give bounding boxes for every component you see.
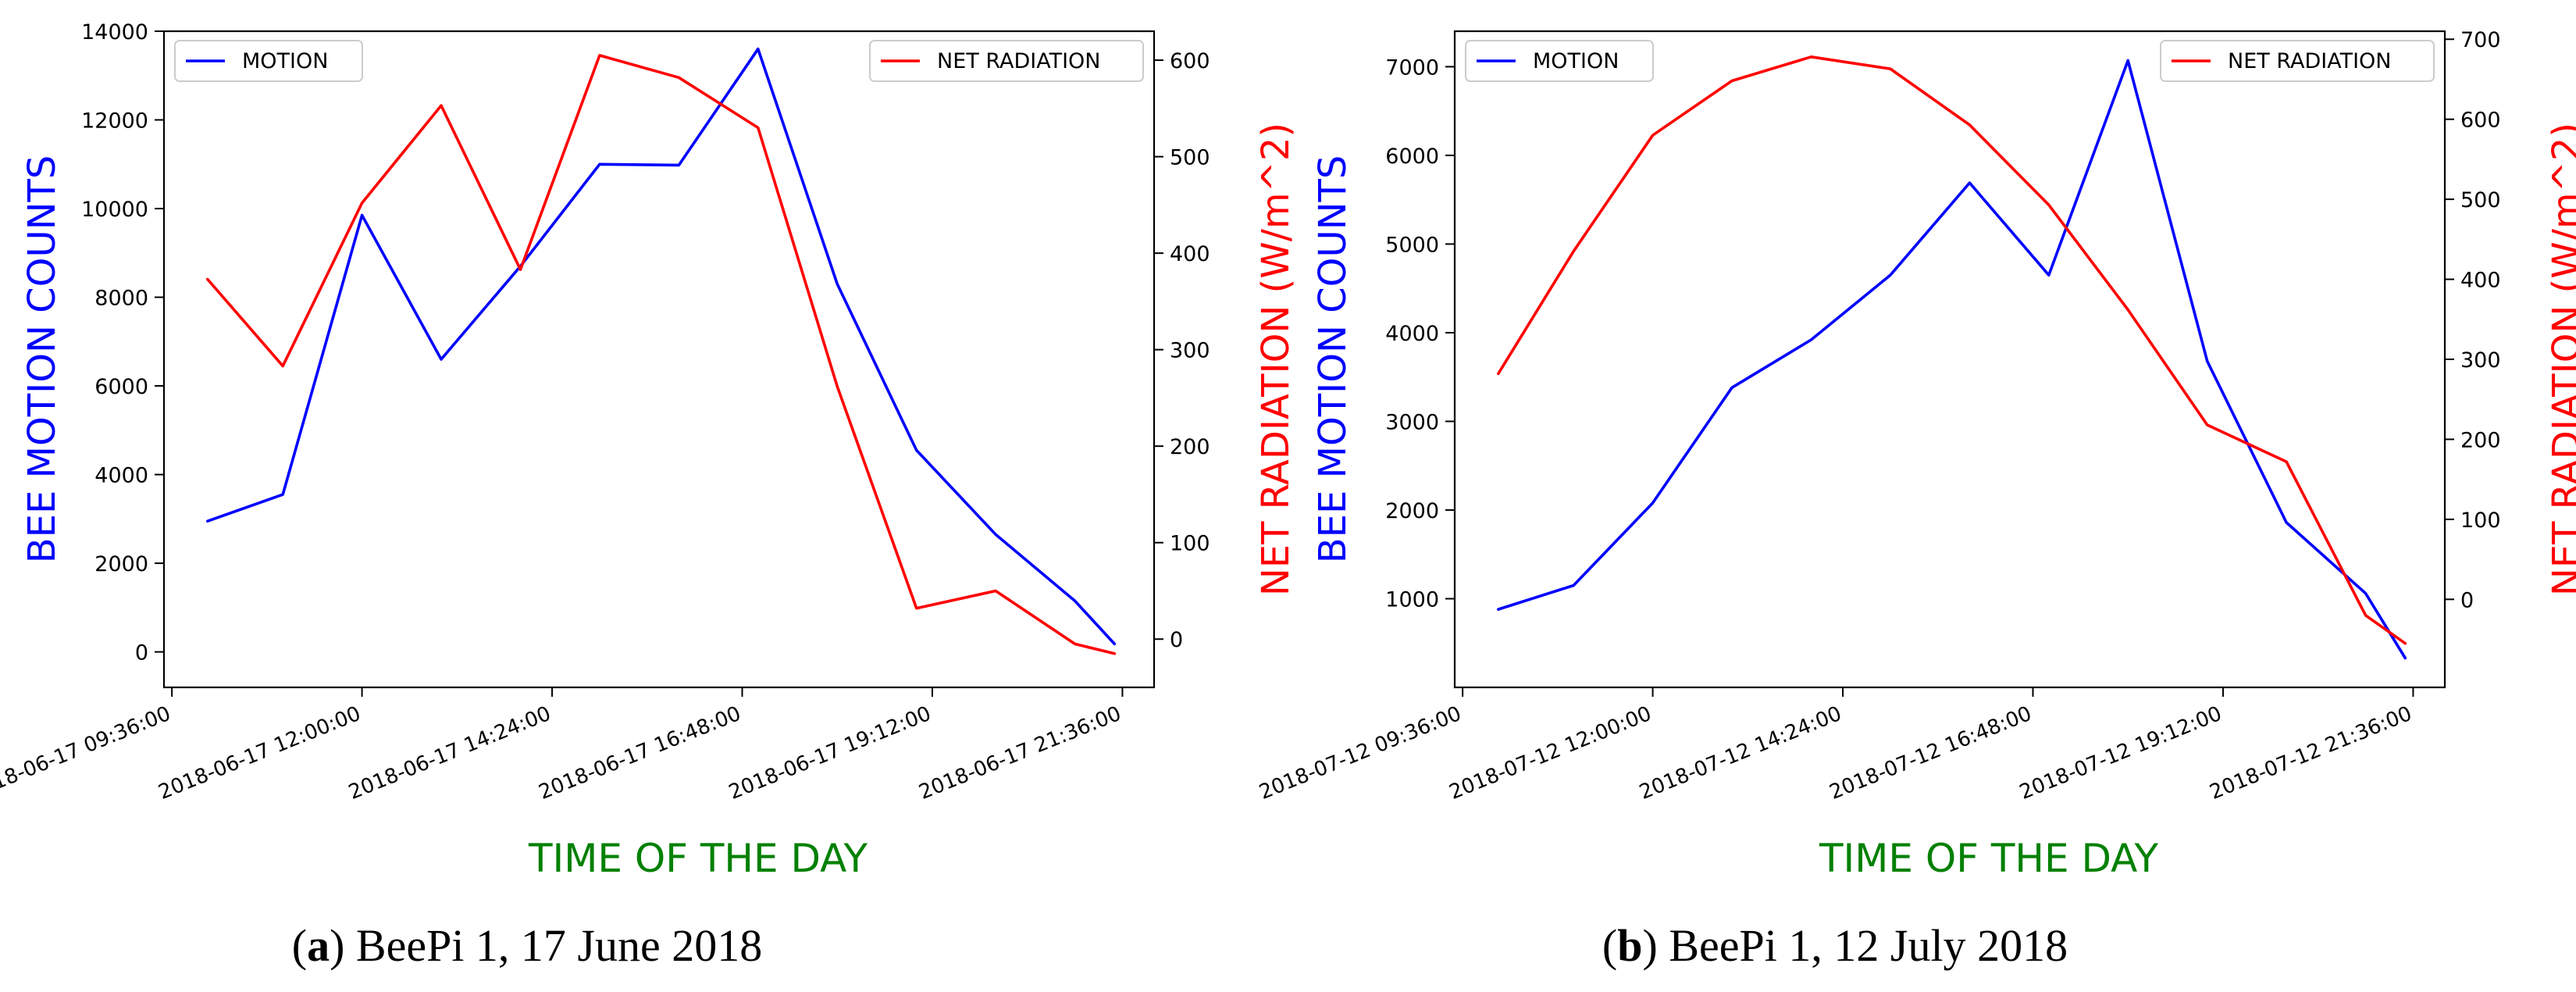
caption-paren-open: ( [1602, 920, 1617, 971]
series-line-motion [1497, 59, 2407, 660]
legend-radiation-label: NET RADIATION [937, 49, 1101, 73]
series-line-net-radiation [205, 54, 1117, 655]
y2-tick-label: 500 [2460, 188, 2501, 212]
y-axis-label: BEE MOTION COUNTS [1311, 155, 1355, 564]
legend-motion-label: MOTION [242, 49, 328, 73]
y-tick-label: 6000 [94, 375, 148, 399]
y2-tick-label: 300 [1170, 339, 1210, 363]
series-line-motion [205, 47, 1117, 646]
y2-tick-label: 200 [2460, 428, 2501, 452]
y-tick-label: 10000 [81, 198, 148, 222]
x-tick-label: 2018-06-17 19:12:00 [725, 702, 934, 805]
legend-motion-box [174, 40, 363, 82]
y2-tick-label: 600 [2460, 109, 2501, 133]
y-tick-label: 7000 [1385, 55, 1439, 80]
legend-radiation-box [2160, 40, 2435, 82]
y2-tick-label: 500 [1170, 146, 1210, 170]
caption-paren-close: ) [1643, 920, 1669, 971]
x-tick-label: 2018-07-12 21:36:00 [2207, 702, 2415, 805]
y2-tick-label: 0 [1170, 628, 1183, 652]
y2-tick-label: 100 [1170, 532, 1210, 556]
caption-panel-letter: b [1617, 920, 1642, 971]
y-tick-label: 4000 [1385, 322, 1439, 346]
y-tick-label: 5000 [1385, 233, 1439, 257]
figure-caption: (a) BeePi 1, 17 June 2018 [292, 920, 763, 971]
y-tick-label: 2000 [1385, 499, 1439, 523]
y2-tick-label: 0 [2460, 588, 2474, 612]
y-axis-label: BEE MOTION COUNTS [20, 155, 64, 564]
x-tick-label: 2018-06-17 12:00:00 [155, 702, 364, 805]
legend-radiation-label: NET RADIATION [2228, 49, 2392, 73]
y2-axis-label: NET RADIATION (W/m^2) [2545, 123, 2576, 596]
series-line-net-radiation [1497, 55, 2407, 645]
plot-frame [162, 30, 1156, 689]
legend-motion-box [1465, 40, 1654, 82]
x-axis-label: TIME OF THE DAY [528, 836, 868, 881]
x-tick-label: 2018-07-12 12:00:00 [1446, 702, 1655, 805]
chart-panel-a: 0 2000 4000 6000 8000 10000 12000 14000 0 100 200 3… [0, 20, 1298, 971]
y2-tick-label: 700 [2460, 28, 2501, 52]
x-tick-label: 2018-07-12 09:36:00 [1256, 702, 1464, 805]
caption-text: BeePi 1, 12 July 2018 [1669, 920, 2068, 971]
caption-text: BeePi 1, 17 June 2018 [356, 920, 762, 971]
y2-tick-label: 400 [1170, 242, 1210, 266]
figure-caption: (b) BeePi 1, 12 July 2018 [1602, 920, 2068, 971]
x-tick-label: 2018-07-12 16:48:00 [1826, 702, 2035, 805]
y-tick-label: 8000 [94, 287, 148, 311]
y2-tick-label: 100 [2460, 508, 2501, 533]
y2-tick-label: 400 [2460, 269, 2501, 293]
x-tick-label: 2018-06-17 14:24:00 [345, 702, 554, 805]
y-tick-label: 0 [135, 641, 148, 665]
caption-paren-close: ) [330, 920, 356, 971]
plot-frame [1453, 30, 2446, 689]
caption-panel-letter: a [307, 920, 330, 971]
x-tick-label: 2018-06-17 09:36:00 [0, 702, 174, 805]
y-tick-label: 14000 [81, 20, 148, 45]
x-tick-label: 2018-07-12 14:24:00 [1636, 702, 1844, 805]
caption-paren-open: ( [292, 920, 307, 971]
y-tick-label: 2000 [94, 552, 148, 576]
x-tick-label: 2018-06-17 16:48:00 [536, 702, 744, 805]
legend-radiation-box [869, 40, 1144, 82]
y2-tick-label: 200 [1170, 435, 1210, 459]
x-axis-label: TIME OF THE DAY [1819, 836, 2158, 881]
y2-axis-label: NET RADIATION (W/m^2) [1254, 123, 1298, 596]
y-tick-label: 3000 [1385, 410, 1439, 434]
y2-tick-label: 300 [2460, 348, 2501, 373]
y-tick-label: 4000 [94, 464, 148, 488]
y2-tick-label: 600 [1170, 49, 1210, 73]
x-tick-label: 2018-07-12 19:12:00 [2016, 702, 2225, 805]
legend-motion-label: MOTION [1533, 49, 1619, 73]
x-tick-label: 2018-06-17 21:36:00 [916, 702, 1124, 805]
chart-panel-b: 1000 2000 3000 4000 5000 6000 7000 0 100 200 300 40… [1256, 28, 2576, 971]
y-tick-label: 12000 [81, 109, 148, 134]
y-tick-label: 6000 [1385, 145, 1439, 169]
y-tick-label: 1000 [1385, 587, 1439, 612]
